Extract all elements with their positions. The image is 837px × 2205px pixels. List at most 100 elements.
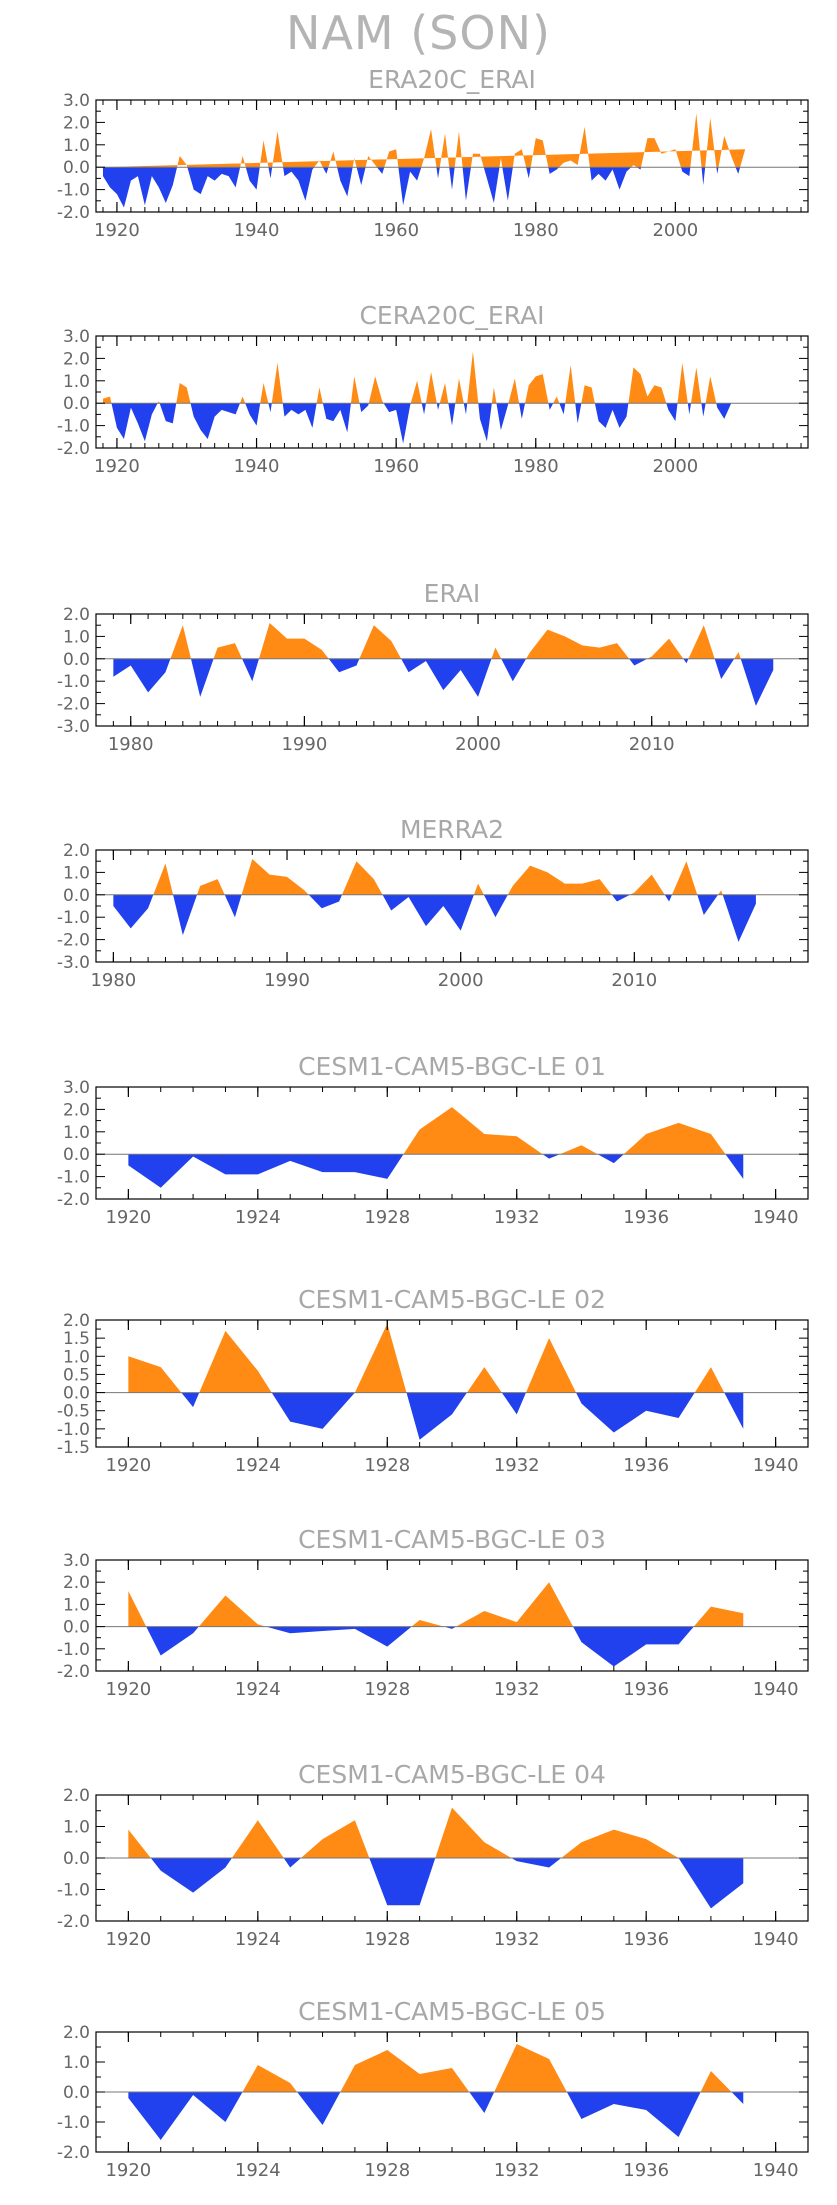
- y-tick-label: 1.0: [63, 1347, 90, 1367]
- negative-area: [128, 2092, 744, 2140]
- y-tick-label: -2.0: [57, 931, 90, 951]
- x-tick-label: 1936: [623, 1455, 669, 1476]
- y-tick-label: 1.0: [63, 372, 90, 392]
- y-tick-label: -1.0: [57, 2113, 90, 2133]
- x-tick-label: 1928: [364, 1455, 410, 1476]
- x-tick-label: 1960: [373, 220, 419, 241]
- x-tick-label: 1940: [234, 456, 280, 477]
- x-tick-label: 1940: [234, 220, 280, 241]
- x-tick-label: 1940: [753, 1929, 799, 1950]
- panel-title: CESM1-CAM5-BGC-LE 04: [298, 1760, 606, 1789]
- x-tick-label: 1940: [753, 2160, 799, 2181]
- panel-title: ERA20C_ERAI: [368, 65, 536, 94]
- y-tick-label: 3.0: [63, 91, 90, 111]
- panel-title: MERRA2: [400, 815, 504, 844]
- x-tick-label: 1928: [364, 1929, 410, 1950]
- panel-title: CERA20C_ERAI: [359, 301, 544, 330]
- y-tick-label: 1.0: [63, 1818, 90, 1838]
- chart-panel-8: CESM1-CAM5-BGC-LE 04 2.0 1.0 0.0 -1.0 -2.0 192…: [57, 1760, 809, 1950]
- x-tick-label: 2000: [652, 220, 698, 241]
- x-tick-label: 1924: [235, 2160, 281, 2181]
- y-tick-label: 0.0: [63, 1145, 90, 1165]
- negative-area: [128, 1392, 744, 1440]
- y-tick-label: 0.0: [63, 394, 90, 414]
- y-tick-label: -1.0: [57, 1881, 90, 1901]
- chart-panel-6: CESM1-CAM5-BGC-LE 022.01.51.00.50.0-0.5-…: [57, 1285, 809, 1476]
- y-tick-label: -1.0: [57, 1420, 90, 1440]
- x-tick-label: 1932: [494, 2160, 540, 2181]
- y-tick-label: 1.0: [63, 627, 90, 647]
- y-tick-label: 2.0: [63, 113, 90, 133]
- x-tick-label: 2000: [438, 970, 484, 991]
- x-tick-label: 1980: [513, 456, 559, 477]
- x-tick-label: 1990: [281, 734, 327, 755]
- y-tick-label: 0.0: [63, 1384, 90, 1404]
- y-tick-label: -1.0: [57, 908, 90, 928]
- chart-panel-7: CESM1-CAM5-BGC-LE 03 3.02.01.0 0.0-1.0-2.0…: [57, 1525, 809, 1700]
- x-tick-label: 2010: [611, 970, 657, 991]
- y-tick-label: -1.5: [57, 1438, 90, 1458]
- chart-panel-3: ERAI 2.01.0 0.0-1.0 -2.0-3.0 1980 1990 2000 201…: [57, 579, 809, 755]
- chart-panel-9: CESM1-CAM5-BGC-LE 05 2.0 1.0 0.0 -1.0 -2.0 192…: [57, 1997, 809, 2181]
- negative-area: [113, 894, 756, 942]
- negative-area: [113, 658, 774, 706]
- y-tick-label: -3.0: [57, 717, 90, 737]
- y-tick-label: -2.0: [57, 1190, 90, 1210]
- x-tick-label: 1924: [235, 1929, 281, 1950]
- x-tick-label: 2000: [455, 734, 501, 755]
- x-tick-label: 1920: [105, 1679, 151, 1700]
- positive-area: [102, 351, 746, 404]
- x-tick-label: 1936: [623, 2160, 669, 2181]
- x-tick-label: 1990: [264, 970, 310, 991]
- x-tick-label: 1928: [364, 2160, 410, 2181]
- x-tick-label: 1980: [90, 970, 136, 991]
- x-tick-label: 1932: [494, 1679, 540, 1700]
- positive-area: [128, 1323, 744, 1393]
- y-tick-label: 2.0: [63, 1786, 90, 1806]
- y-tick-label: -2.0: [57, 439, 90, 459]
- y-tick-label: -2.0: [57, 2143, 90, 2163]
- y-tick-label: 0.5: [63, 1365, 90, 1385]
- chart-panel-5: CESM1-CAM5-BGC-LE 01 3.02.0 1.00.0 -1.0-2.0…: [57, 1052, 809, 1228]
- panel-title: CESM1-CAM5-BGC-LE 02: [298, 1285, 606, 1314]
- panel-title: CESM1-CAM5-BGC-LE 05: [298, 1997, 606, 2026]
- x-tick-label: 1932: [494, 1929, 540, 1950]
- y-tick-label: -0.5: [57, 1402, 90, 1422]
- x-tick-label: 1928: [364, 1207, 410, 1228]
- positive-area: [102, 113, 746, 168]
- y-tick-label: -2.0: [57, 1912, 90, 1932]
- x-tick-label: 1920: [105, 1207, 151, 1228]
- negative-area: [128, 1626, 744, 1667]
- y-tick-label: 1.0: [63, 863, 90, 883]
- y-tick-label: 2.0: [63, 1100, 90, 1120]
- x-tick-label: 1920: [94, 456, 140, 477]
- y-tick-label: 2.0: [63, 349, 90, 369]
- x-tick-label: 1924: [235, 1679, 281, 1700]
- y-tick-label: 2.0: [63, 2023, 90, 2043]
- x-tick-label: 2000: [652, 456, 698, 477]
- y-tick-label: 0.0: [63, 650, 90, 670]
- x-tick-label: 1932: [494, 1455, 540, 1476]
- y-tick-label: 2.0: [63, 605, 90, 625]
- y-tick-label: -1.0: [57, 417, 90, 437]
- y-tick-label: 2.0: [63, 1311, 90, 1331]
- y-tick-label: 1.0: [63, 1123, 90, 1143]
- negative-area: [128, 1154, 744, 1188]
- negative-area: [128, 1858, 744, 1909]
- y-tick-label: -1.0: [57, 1640, 90, 1660]
- panel-title: CESM1-CAM5-BGC-LE 01: [298, 1052, 606, 1081]
- x-tick-label: 1924: [235, 1207, 281, 1228]
- x-tick-label: 1920: [105, 1929, 151, 1950]
- x-tick-label: 1924: [235, 1455, 281, 1476]
- positive-area: [128, 1807, 744, 1858]
- x-tick-label: 1920: [105, 1455, 151, 1476]
- y-tick-label: -1.0: [57, 1168, 90, 1188]
- x-tick-label: 1980: [513, 220, 559, 241]
- panel-title: ERAI: [424, 579, 481, 608]
- y-tick-label: 0.0: [63, 886, 90, 906]
- y-tick-label: 1.0: [63, 1595, 90, 1615]
- plot-frame: [95, 1559, 809, 1672]
